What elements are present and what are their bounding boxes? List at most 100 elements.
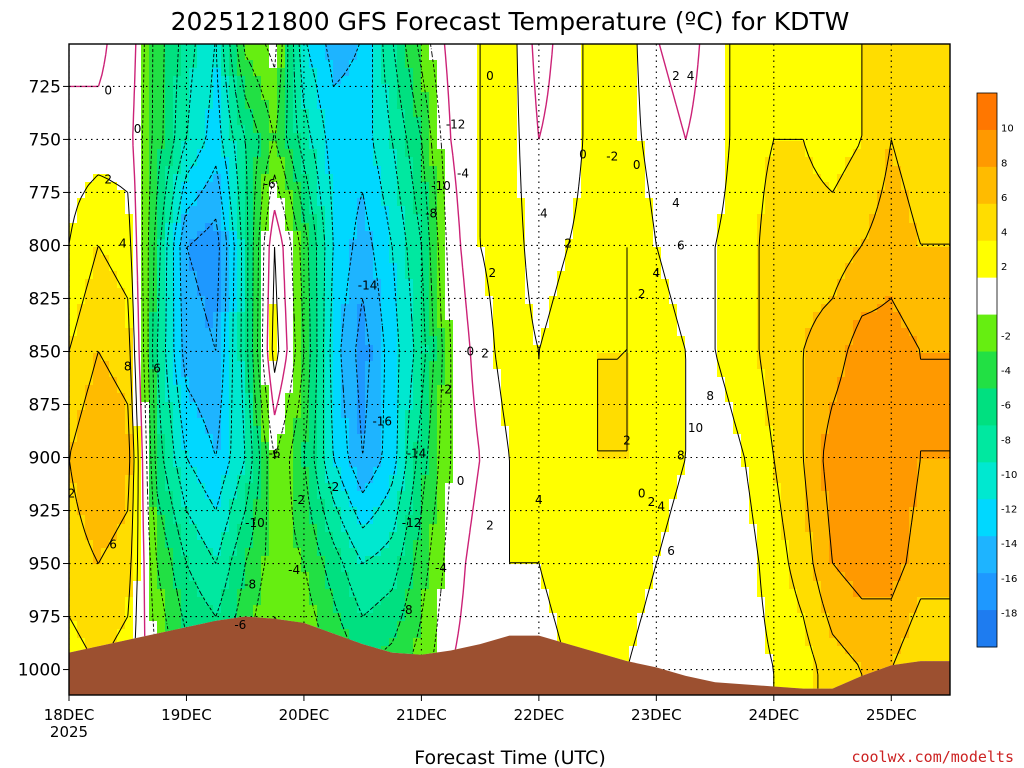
- temperature-cell: [349, 157, 359, 168]
- temperature-cell: [829, 353, 839, 363]
- temperature-cell: [229, 182, 239, 192]
- temperature-cell: [301, 328, 311, 338]
- temperature-cell: [637, 255, 647, 265]
- temperature-cell: [709, 68, 719, 78]
- temperature-cell: [605, 279, 615, 290]
- temperature-cell: [693, 377, 703, 387]
- temperature-cell: [805, 92, 815, 102]
- temperature-cell: [797, 361, 807, 371]
- temperature-cell: [301, 361, 311, 371]
- temperature-cell: [277, 92, 287, 102]
- temperature-cell: [661, 223, 671, 233]
- temperature-cell: [405, 133, 415, 143]
- temperature-cell: [93, 223, 103, 233]
- temperature-cell: [293, 271, 303, 281]
- temperature-cell: [509, 206, 519, 216]
- temperature-cell: [485, 231, 495, 241]
- temperature-cell: [645, 336, 655, 347]
- temperature-cell: [597, 133, 607, 143]
- temperature-cell: [653, 133, 663, 143]
- temperature-cell: [837, 223, 847, 233]
- temperature-cell: [573, 84, 583, 94]
- temperature-cell: [357, 157, 367, 168]
- temperature-cell: [333, 271, 343, 281]
- temperature-cell: [373, 288, 383, 298]
- temperature-cell: [701, 369, 711, 379]
- temperature-cell: [669, 345, 679, 355]
- temperature-cell: [317, 263, 327, 273]
- temperature-cell: [429, 377, 439, 387]
- temperature-cell: [637, 214, 647, 225]
- temperature-cell: [749, 117, 759, 127]
- temperature-cell: [805, 247, 815, 257]
- temperature-cell: [181, 214, 191, 225]
- temperature-cell: [381, 214, 391, 225]
- temperature-cell: [933, 263, 943, 273]
- temperature-cell: [189, 369, 199, 379]
- temperature-cell: [933, 68, 943, 78]
- temperature-cell: [125, 117, 135, 127]
- temperature-cell: [461, 255, 471, 265]
- temperature-cell: [589, 182, 599, 192]
- temperature-cell: [845, 92, 855, 102]
- temperature-cell: [693, 231, 703, 241]
- temperature-cell: [701, 182, 711, 192]
- temperature-cell: [941, 84, 950, 94]
- temperature-cell: [693, 223, 703, 233]
- temperature-cell: [933, 44, 943, 54]
- temperature-cell: [933, 223, 943, 233]
- temperature-cell: [685, 377, 695, 387]
- temperature-cell: [261, 304, 271, 314]
- temperature-cell: [461, 157, 471, 168]
- temperature-cell: [765, 52, 775, 62]
- temperature-cell: [557, 369, 567, 379]
- temperature-cell: [637, 149, 647, 159]
- temperature-cell: [613, 157, 623, 168]
- temperature-cell: [933, 377, 943, 387]
- temperature-cell: [741, 377, 751, 387]
- temperature-cell: [821, 361, 831, 371]
- temperature-cell: [581, 125, 591, 135]
- temperature-cell: [797, 141, 807, 151]
- temperature-cell: [909, 361, 919, 371]
- temperature-cell: [685, 288, 695, 298]
- temperature-cell: [317, 328, 327, 338]
- temperature-cell: [717, 239, 727, 249]
- temperature-cell: [501, 361, 511, 371]
- temperature-cell: [317, 166, 327, 176]
- temperature-cell: [509, 68, 519, 78]
- temperature-cell: [781, 52, 791, 62]
- temperature-cell: [589, 141, 599, 151]
- temperature-cell: [941, 377, 950, 387]
- temperature-cell: [909, 255, 919, 265]
- temperature-cell: [933, 214, 943, 225]
- temperature-cell: [421, 288, 431, 298]
- temperature-cell: [813, 296, 823, 306]
- temperature-cell: [845, 125, 855, 135]
- temperature-cell: [941, 288, 950, 298]
- temperature-cell: [541, 369, 551, 379]
- temperature-cell: [781, 231, 791, 241]
- temperature-cell: [645, 60, 655, 70]
- temperature-cell: [85, 174, 95, 184]
- temperature-cell: [149, 100, 159, 111]
- temperature-cell: [741, 109, 751, 119]
- temperature-cell: [469, 76, 479, 86]
- temperature-cell: [925, 92, 935, 102]
- temperature-cell: [829, 60, 839, 70]
- temperature-cell: [573, 271, 583, 281]
- temperature-cell: [701, 68, 711, 78]
- temperature-cell: [453, 182, 463, 192]
- temperature-cell: [413, 44, 423, 54]
- temperature-cell: [357, 141, 367, 151]
- temperature-cell: [197, 279, 207, 290]
- temperature-cell: [421, 100, 431, 111]
- temperature-cell: [245, 125, 255, 135]
- temperature-cell: [605, 296, 615, 306]
- temperature-cell: [405, 255, 415, 265]
- temperature-cell: [885, 182, 895, 192]
- temperature-cell: [789, 288, 799, 298]
- temperature-cell: [885, 84, 895, 94]
- temperature-cell: [653, 166, 663, 176]
- temperature-cell: [629, 44, 639, 54]
